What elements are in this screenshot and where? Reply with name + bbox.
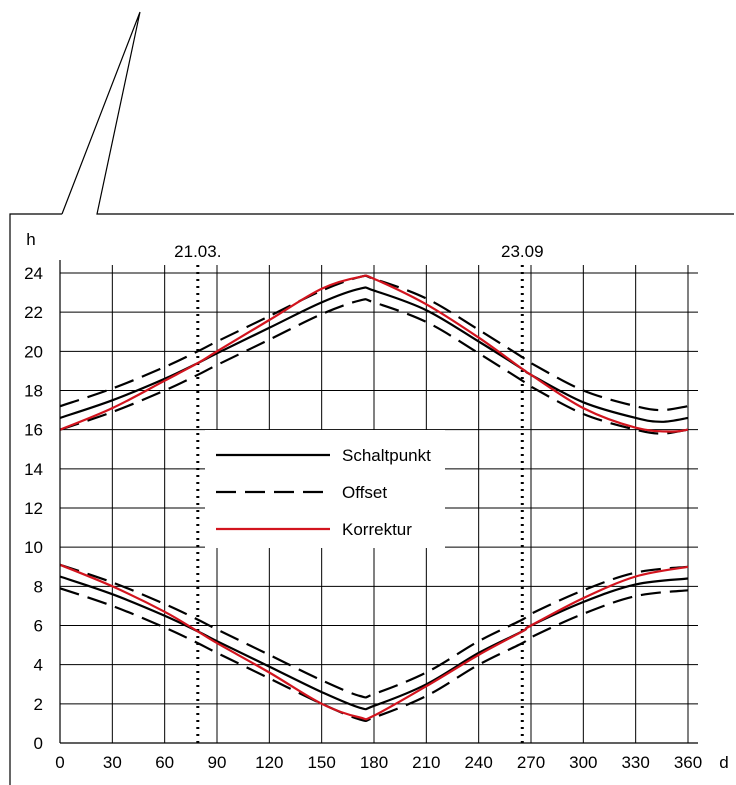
series-offset-morning [59, 587, 689, 723]
x-tick-label: 60 [155, 753, 174, 772]
legend-label-schaltpunkt: Schaltpunkt [342, 446, 431, 465]
y-tick-label: 8 [34, 577, 43, 596]
x-tick-label: 150 [307, 753, 335, 772]
y-tick-label: 20 [24, 342, 43, 361]
x-tick-label: 120 [255, 753, 283, 772]
y-tick-label: 2 [34, 695, 43, 714]
y-tick-label: 12 [24, 499, 43, 518]
legend-label-korrektur: Korrektur [342, 520, 412, 539]
x-tick-label: 30 [103, 753, 122, 772]
date-marker-label: 21.03. [174, 242, 221, 261]
y-tick-label: 0 [34, 734, 43, 753]
x-tick-label: 240 [464, 753, 492, 772]
y-axis-label: h [26, 230, 35, 249]
x-tick-label: 270 [517, 753, 545, 772]
y-tick-label: 4 [34, 656, 43, 675]
legend-label-offset: Offset [342, 483, 387, 502]
y-tick-label: 24 [24, 264, 43, 283]
legend: Schaltpunkt Offset Korrektur [205, 430, 445, 548]
x-tick-label: 300 [569, 753, 597, 772]
y-tick-label: 22 [24, 303, 43, 322]
callout-frame [9, 11, 734, 785]
y-tick-label: 14 [24, 460, 43, 479]
y-tick-label: 10 [24, 538, 43, 557]
series-offset-evening [59, 298, 689, 435]
x-tick-label: 210 [412, 753, 440, 772]
y-tick-label: 18 [24, 382, 43, 401]
y-tick-label: 6 [34, 617, 43, 636]
series-offset-evening [59, 274, 689, 412]
y-tick-label: 16 [24, 421, 43, 440]
x-tick-label: 330 [621, 753, 649, 772]
x-tick-label: 0 [55, 753, 64, 772]
date-markers: 21.03. 23.09 [174, 242, 544, 743]
x-tick-label: 90 [208, 753, 227, 772]
series-schaltpunkt-morning [59, 575, 689, 711]
series-korrektur-evening [59, 274, 689, 433]
series-lines [59, 274, 689, 723]
x-axis-label: d [719, 753, 728, 772]
date-marker-label: 23.09 [501, 242, 544, 261]
series-korrektur-morning [59, 563, 689, 721]
grid [60, 265, 698, 743]
series-offset-morning [59, 563, 689, 699]
axes [59, 260, 698, 744]
x-tick-label: 360 [674, 753, 702, 772]
x-tick-label: 180 [360, 753, 388, 772]
